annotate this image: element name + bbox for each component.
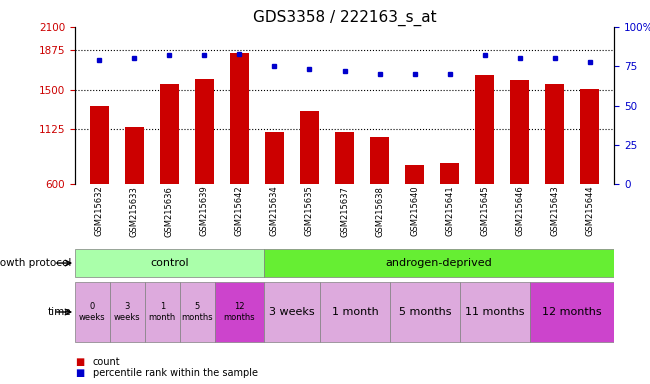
Bar: [180, 282, 215, 342]
Bar: [264, 249, 614, 277]
Text: time: time: [48, 307, 72, 317]
Bar: [75, 282, 110, 342]
Text: 12 months: 12 months: [542, 307, 602, 317]
Bar: [475, 75, 494, 247]
Bar: [90, 106, 109, 247]
Bar: [75, 249, 264, 277]
Text: 12
months: 12 months: [224, 302, 255, 322]
Bar: [580, 89, 599, 247]
Bar: [460, 282, 530, 342]
Text: 1 month: 1 month: [332, 307, 378, 317]
Bar: [110, 282, 145, 342]
Bar: [510, 80, 529, 247]
Bar: [405, 166, 424, 247]
Text: percentile rank within the sample: percentile rank within the sample: [93, 368, 258, 378]
Bar: [195, 79, 214, 247]
Text: androgen-deprived: androgen-deprived: [385, 258, 493, 268]
Bar: [320, 282, 390, 342]
Text: 11 months: 11 months: [465, 307, 525, 317]
Bar: [300, 111, 319, 247]
Bar: [125, 127, 144, 247]
Text: ■: ■: [75, 357, 84, 367]
Text: growth protocol: growth protocol: [0, 258, 72, 268]
Bar: [160, 84, 179, 247]
Bar: [545, 84, 564, 247]
Bar: [215, 282, 264, 342]
Text: ■: ■: [75, 368, 84, 378]
Bar: [530, 282, 614, 342]
Bar: [390, 282, 460, 342]
Bar: [335, 132, 354, 247]
Text: control: control: [150, 258, 188, 268]
Text: 3
weeks: 3 weeks: [114, 302, 140, 322]
Bar: [440, 163, 460, 247]
Text: 5
months: 5 months: [181, 302, 213, 322]
Bar: [264, 282, 320, 342]
Bar: [229, 53, 249, 247]
Bar: [145, 282, 180, 342]
Title: GDS3358 / 222163_s_at: GDS3358 / 222163_s_at: [253, 9, 436, 25]
Text: 1
month: 1 month: [149, 302, 176, 322]
Text: 5 months: 5 months: [399, 307, 451, 317]
Text: 3 weeks: 3 weeks: [269, 307, 315, 317]
Bar: [265, 132, 284, 247]
Text: count: count: [93, 357, 121, 367]
Text: 0
weeks: 0 weeks: [79, 302, 105, 322]
Bar: [370, 137, 389, 247]
